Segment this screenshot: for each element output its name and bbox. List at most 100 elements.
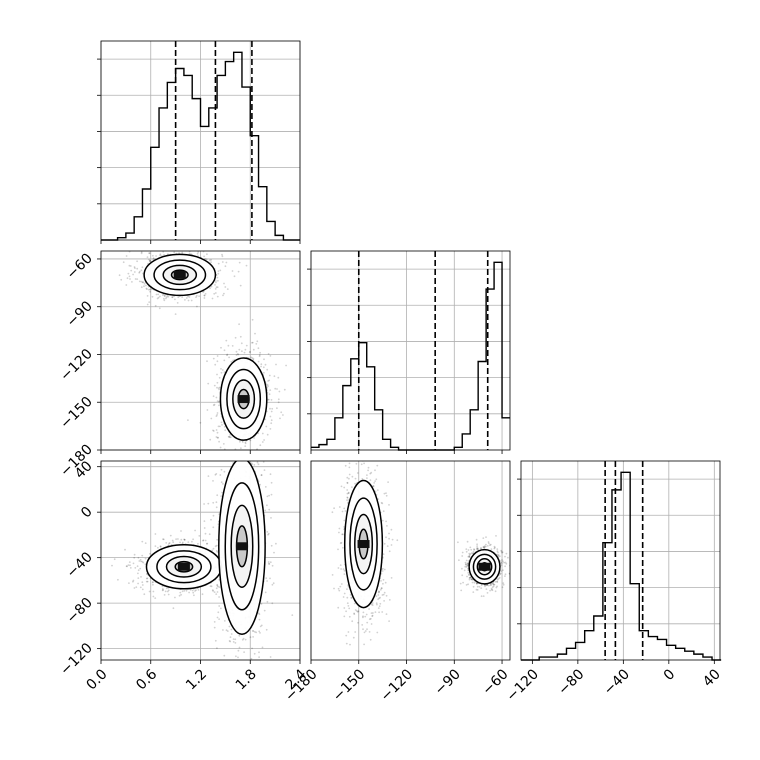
sample-point [386,525,388,527]
sample-point [353,613,356,615]
sample-point [258,355,261,358]
sample-point [362,628,364,631]
density-peak [237,395,250,404]
sample-point [140,560,143,563]
panel-background [521,461,720,660]
sample-point [348,615,351,618]
sample-point [117,578,119,581]
sample-point [149,260,152,262]
sample-point [342,568,345,570]
sample-point [492,583,494,585]
sample-point [339,585,342,588]
sample-point [265,628,268,631]
sample-point [195,589,197,591]
sample-point [140,252,143,255]
sample-point [163,297,165,300]
sample-point [217,387,220,389]
sample-point [152,581,154,583]
sample-point [203,503,206,505]
sample-point [346,496,349,499]
sample-point [232,453,234,455]
sample-point [192,538,195,541]
sample-point [264,591,267,594]
sample-point [376,631,379,634]
density-panel-1-y-tick-label: −150 [57,394,96,433]
sample-point [490,583,492,586]
sample-point [362,616,364,619]
sample-point [163,594,166,596]
sample-point [183,538,186,541]
sample-point [187,299,190,302]
sample-point [187,295,189,298]
sample-point [354,609,357,611]
density-peak [173,270,186,279]
sample-point [157,296,160,299]
sample-point [268,393,271,396]
sample-point [176,302,179,304]
sample-point [201,593,204,596]
sample-point [217,436,220,439]
sample-point [188,591,191,594]
sample-point [151,295,154,298]
sample-point [199,421,202,424]
sample-point [352,636,355,639]
sample-point [203,520,206,522]
sample-point [226,457,228,459]
sample-point [165,296,168,299]
sample-point [226,630,229,632]
sample-point [244,453,246,455]
sample-point [216,276,219,279]
sample-point [127,564,130,566]
sample-point [505,552,508,555]
sample-point [377,598,379,601]
sample-point [345,642,348,645]
sample-point [355,462,358,465]
sample-point [342,546,344,549]
sample-point [244,348,247,351]
sample-point [259,632,261,634]
sample-point [220,468,223,471]
sample-point [259,625,262,628]
sample-point [210,261,212,264]
sample-point [180,593,183,596]
sample-point [269,577,271,580]
sample-point [348,607,351,610]
sample-point [162,294,164,296]
sample-point [255,459,257,461]
sample-point [165,587,168,590]
sample-point [271,407,274,410]
sample-point [251,341,253,344]
sample-point [283,388,286,391]
sample-point [268,508,271,511]
sample-point [376,603,378,606]
sample-point [195,296,197,298]
sample-point [216,584,219,587]
sample-point [209,585,212,587]
sample-point [128,561,131,563]
sample-point [261,646,264,649]
sample-point [154,545,157,547]
sample-point [351,475,354,478]
sample-point [154,304,157,307]
sample-point [351,486,353,488]
sample-point [230,633,233,635]
sample-point [346,497,349,499]
density-layer [118,251,287,455]
sample-point [213,453,215,455]
sample-point [139,567,142,570]
sample-point [211,549,214,552]
sample-point [512,592,514,594]
sample-point [134,567,137,569]
sample-point [208,533,211,536]
sample-point [184,299,186,301]
sample-point [242,452,244,454]
sample-point [228,625,231,628]
sample-point [149,252,151,255]
sample-point [212,404,215,407]
sample-point [214,288,217,290]
sample-point [245,344,248,347]
sample-point [219,474,222,476]
sample-point [375,602,378,605]
sample-point [145,287,148,290]
sample-point [216,551,219,553]
